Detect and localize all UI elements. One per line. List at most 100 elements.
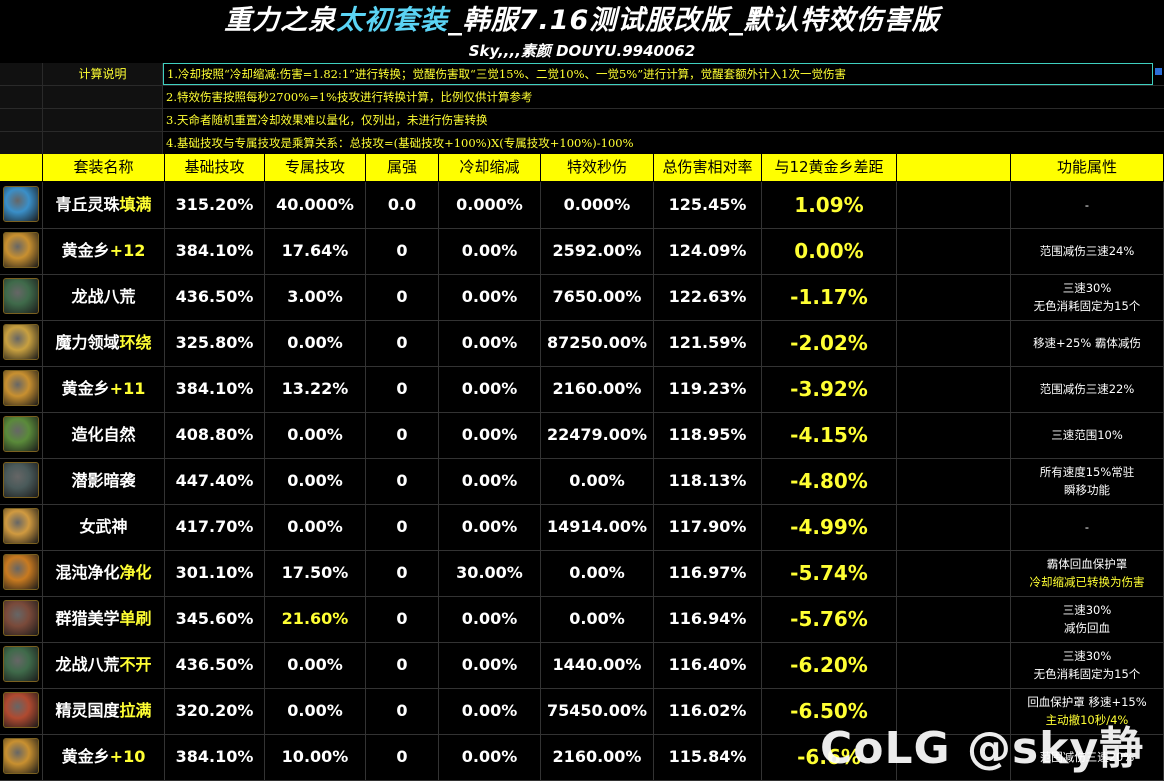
cell-function[interactable]: 三速30% 无色消耗固定为15个 <box>1011 274 1164 320</box>
cell-gap-vs-12[interactable]: -3.92% <box>762 366 897 412</box>
cell-blank[interactable] <box>897 688 1011 734</box>
cell-element[interactable]: 0 <box>366 320 439 366</box>
cell-element[interactable]: 0 <box>366 274 439 320</box>
table-row[interactable]: 龙战八荒 436.50% 3.00% 0 0.00% 7650.00% 122.63% -1.… <box>0 274 1164 321</box>
cell-effect-dps[interactable]: 87250.00% <box>541 320 654 366</box>
cell-total-damage[interactable]: 116.94% <box>654 596 762 642</box>
cell-function[interactable]: 三速30% 减伤回血 <box>1011 596 1164 642</box>
cell-function[interactable]: 霸体回血保护罩 冷却缩减已转换为伤害 <box>1011 550 1164 596</box>
table-row[interactable]: 魔力领域环绕 325.80% 0.00% 0 0.00% 87250.00% 121.59%… <box>0 320 1164 367</box>
cell-exclusive-skill-atk[interactable]: 0.00% <box>265 458 366 504</box>
cell-set-name[interactable]: 潜影暗袭 <box>43 458 165 504</box>
cell-function[interactable]: 三速范围10% <box>1011 412 1164 458</box>
header-set-name[interactable]: 套装名称 <box>43 154 165 181</box>
cell-function[interactable]: 三速30% 无色消耗固定为15个 <box>1011 642 1164 688</box>
table-row[interactable]: 造化自然 408.80% 0.00% 0 0.00% 22479.00% 118.95% -4… <box>0 412 1164 459</box>
header-element[interactable]: 属强 <box>366 154 439 181</box>
table-row[interactable]: 女武神 417.70% 0.00% 0 0.00% 14914.00% 117.90% -4.… <box>0 504 1164 551</box>
table-row[interactable]: 混沌净化净化 301.10% 17.50% 0 30.00% 0.00% 116.97% -5… <box>0 550 1164 597</box>
cell-exclusive-skill-atk[interactable]: 13.22% <box>265 366 366 412</box>
cell-element[interactable]: 0.0 <box>366 182 439 228</box>
cell-base-skill-atk[interactable]: 384.10% <box>165 366 265 412</box>
cell-blank[interactable] <box>897 550 1011 596</box>
cell-set-name[interactable]: 龙战八荒 <box>43 274 165 320</box>
cell-cooldown[interactable]: 0.000% <box>439 182 541 228</box>
cell-function[interactable]: 回血保护罩 移速+15% 主动撤10秒/4% <box>1011 688 1164 734</box>
cell-effect-dps[interactable]: 0.00% <box>541 550 654 596</box>
cell-total-damage[interactable]: 122.63% <box>654 274 762 320</box>
cell-set-name[interactable]: 黄金乡+11 <box>43 366 165 412</box>
cell-element[interactable]: 0 <box>366 458 439 504</box>
cell-set-name[interactable]: 黄金乡+10 <box>43 734 165 780</box>
header-function[interactable]: 功能属性 <box>1011 154 1164 181</box>
cell-cooldown[interactable]: 0.00% <box>439 274 541 320</box>
cell-base-skill-atk[interactable]: 320.20% <box>165 688 265 734</box>
cell-blank[interactable] <box>897 596 1011 642</box>
cell-set-name[interactable]: 黄金乡+12 <box>43 228 165 274</box>
cell-effect-dps[interactable]: 14914.00% <box>541 504 654 550</box>
note-text[interactable]: 1.冷却按照“冷却缩减:伤害=1.82:1”进行转换；觉醒伤害取“三觉15%、二… <box>163 63 1153 85</box>
cell-element[interactable]: 0 <box>366 412 439 458</box>
cell-gap-vs-12[interactable]: -5.76% <box>762 596 897 642</box>
cell-total-damage[interactable]: 118.13% <box>654 458 762 504</box>
cell-cooldown[interactable]: 0.00% <box>439 412 541 458</box>
cell-blank[interactable] <box>897 412 1011 458</box>
cell-element[interactable]: 0 <box>366 688 439 734</box>
cell-set-name[interactable]: 女武神 <box>43 504 165 550</box>
cell-total-damage[interactable]: 117.90% <box>654 504 762 550</box>
cell-exclusive-skill-atk[interactable]: 0.00% <box>265 504 366 550</box>
cell-function[interactable]: 范围减伤三速22% <box>1011 366 1164 412</box>
table-row[interactable]: 精灵国度拉满 320.20% 0.00% 0 0.00% 75450.00% 116.02%… <box>0 688 1164 735</box>
note-text[interactable]: 4.基础技攻与专属技攻是乘算关系：总技攻=(基础技攻+100%)X(专属技攻+1… <box>166 136 634 150</box>
cell-total-damage[interactable]: 118.95% <box>654 412 762 458</box>
cell-gap-vs-12[interactable]: -6.50% <box>762 688 897 734</box>
header-total-damage[interactable]: 总伤害相对率 <box>654 154 762 181</box>
cell-gap-vs-12[interactable]: -6.20% <box>762 642 897 688</box>
cell-cooldown[interactable]: 0.00% <box>439 734 541 780</box>
cell-function[interactable]: 所有速度15%常驻 瞬移功能 <box>1011 458 1164 504</box>
cell-set-name[interactable]: 精灵国度拉满 <box>43 688 165 734</box>
note-text[interactable]: 2.特效伤害按照每秒2700%=1%技攻进行转换计算，比例仅供计算参考 <box>166 90 533 104</box>
cell-element[interactable]: 0 <box>366 504 439 550</box>
cell-gap-vs-12[interactable]: -1.17% <box>762 274 897 320</box>
cell-gap-vs-12[interactable]: -4.80% <box>762 458 897 504</box>
cell-cooldown[interactable]: 0.00% <box>439 366 541 412</box>
cell-gap-vs-12[interactable]: -4.15% <box>762 412 897 458</box>
cell-base-skill-atk[interactable]: 408.80% <box>165 412 265 458</box>
table-row[interactable]: 青丘灵珠填满 315.20% 40.000% 0.0 0.000% 0.000% 125.4… <box>0 182 1164 229</box>
cell-exclusive-skill-atk[interactable]: 17.50% <box>265 550 366 596</box>
table-row[interactable]: 潜影暗袭 447.40% 0.00% 0 0.00% 0.00% 118.13% -4.80%… <box>0 458 1164 505</box>
cell-function[interactable]: - <box>1011 182 1164 228</box>
cell-exclusive-skill-atk[interactable]: 17.64% <box>265 228 366 274</box>
cell-element[interactable]: 0 <box>366 550 439 596</box>
cell-base-skill-atk[interactable]: 384.10% <box>165 228 265 274</box>
cell-cooldown[interactable]: 0.00% <box>439 458 541 504</box>
cell-base-skill-atk[interactable]: 345.60% <box>165 596 265 642</box>
cell-element[interactable]: 0 <box>366 642 439 688</box>
cell-exclusive-skill-atk[interactable]: 0.00% <box>265 320 366 366</box>
cell-cooldown[interactable]: 0.00% <box>439 642 541 688</box>
header-base-skill-atk[interactable]: 基础技攻 <box>165 154 265 181</box>
cell-function[interactable]: 范围减伤三速24% <box>1011 228 1164 274</box>
header-effect-dps[interactable]: 特效秒伤 <box>541 154 654 181</box>
cell-total-damage[interactable]: 125.45% <box>654 182 762 228</box>
cell-effect-dps[interactable]: 2160.00% <box>541 734 654 780</box>
cell-exclusive-skill-atk[interactable]: 21.60% <box>265 596 366 642</box>
cell-total-damage[interactable]: 116.02% <box>654 688 762 734</box>
cell-set-name[interactable]: 群猎美学单刷 <box>43 596 165 642</box>
cell-blank[interactable] <box>897 458 1011 504</box>
cell-base-skill-atk[interactable]: 436.50% <box>165 274 265 320</box>
table-row[interactable]: 黄金乡+12 384.10% 17.64% 0 0.00% 2592.00% 124.09%… <box>0 228 1164 275</box>
cell-gap-vs-12[interactable]: -6.6% <box>762 734 897 780</box>
header-cooldown[interactable]: 冷却缩减 <box>439 154 541 181</box>
cell-element[interactable]: 0 <box>366 228 439 274</box>
cell-cooldown[interactable]: 0.00% <box>439 228 541 274</box>
cell-function[interactable]: - <box>1011 504 1164 550</box>
cell-base-skill-atk[interactable]: 315.20% <box>165 182 265 228</box>
cell-effect-dps[interactable]: 75450.00% <box>541 688 654 734</box>
cell-exclusive-skill-atk[interactable]: 0.00% <box>265 642 366 688</box>
cell-cooldown[interactable]: 0.00% <box>439 596 541 642</box>
cell-base-skill-atk[interactable]: 325.80% <box>165 320 265 366</box>
cell-base-skill-atk[interactable]: 436.50% <box>165 642 265 688</box>
cell-cooldown[interactable]: 30.00% <box>439 550 541 596</box>
